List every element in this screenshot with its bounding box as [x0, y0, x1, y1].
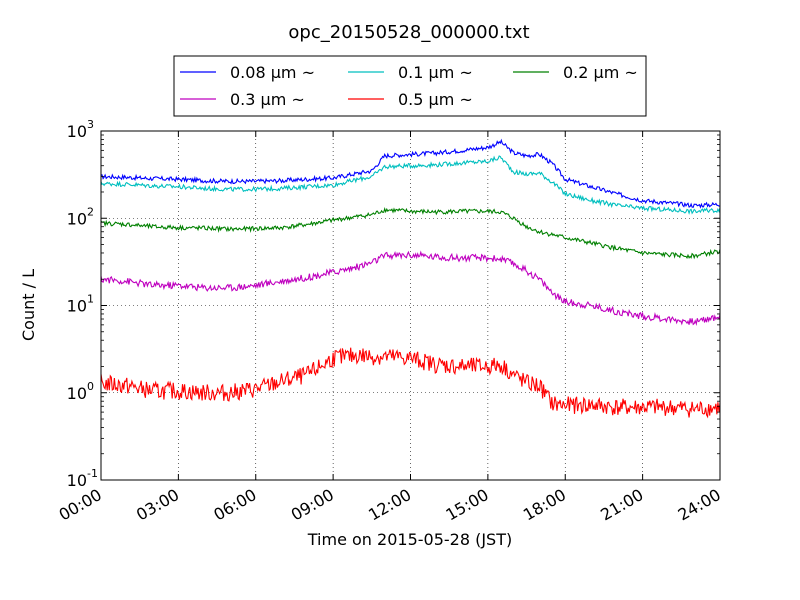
series-line: [100, 347, 721, 419]
series-line: [100, 138, 720, 209]
legend-label: 0.1 μm ~: [398, 63, 473, 82]
x-tick-label: 24:00: [675, 485, 724, 525]
y-tick-label: 10 2: [67, 205, 94, 228]
y-tick-label-exponent: 1: [87, 293, 94, 306]
y-tick-label-base: 10: [67, 384, 87, 403]
x-tick-label: 21:00: [597, 485, 646, 525]
chart-title: opc_20150528_000000.txt: [288, 22, 529, 43]
legend-label: 0.5 μm ~: [398, 90, 473, 109]
legend-label: 0.3 μm ~: [230, 90, 305, 109]
legend-label: 0.08 μm ~: [230, 63, 315, 82]
y-tick-label: 10 -1: [67, 467, 98, 490]
y-tick-label-exponent: 2: [87, 205, 94, 218]
x-tick-label: 06:00: [210, 485, 259, 525]
x-tick-label: 12:00: [365, 485, 414, 525]
series-layer: [100, 138, 721, 419]
x-tick-label: 00:00: [56, 485, 105, 525]
y-tick-label-base: 10: [67, 209, 87, 228]
y-tick-label: 10 3: [67, 118, 94, 141]
legend-label: 0.2 μm ~: [563, 63, 638, 82]
y-tick-label-base: 10: [67, 471, 87, 490]
series-line: [100, 250, 721, 327]
x-tick-label: 03:00: [133, 485, 182, 525]
y-tick-label-exponent: 3: [87, 118, 94, 131]
x-tick-label: 15:00: [442, 485, 491, 525]
axis-ticks: [100, 130, 721, 481]
x-tick-label: 18:00: [520, 485, 569, 525]
legend-box: [173, 55, 647, 117]
x-axis-label: Time on 2015-05-28 (JST): [307, 530, 512, 549]
y-tick-label-base: 10: [67, 122, 87, 141]
y-tick-label-base: 10: [67, 297, 87, 316]
x-tick-label: 09:00: [288, 485, 337, 525]
x-tick-labels: 00:00 03:00 06:00 09:00 12:00 15:00 18:00 21:00…: [56, 485, 724, 525]
y-tick-label-exponent: 0: [87, 380, 94, 393]
y-tick-label: 10 0: [67, 380, 94, 403]
legend: 0.08 μm ~ 0.1 μm ~ 0.2 μm ~ 0.3 μm ~ 0.5 μm …: [173, 55, 647, 117]
series-line: [100, 155, 721, 215]
y-tick-label: 10 1: [67, 293, 94, 316]
series-line: [100, 206, 721, 260]
y-axis-label: Count / L: [19, 269, 38, 341]
y-tick-label-exponent: -1: [87, 467, 98, 480]
